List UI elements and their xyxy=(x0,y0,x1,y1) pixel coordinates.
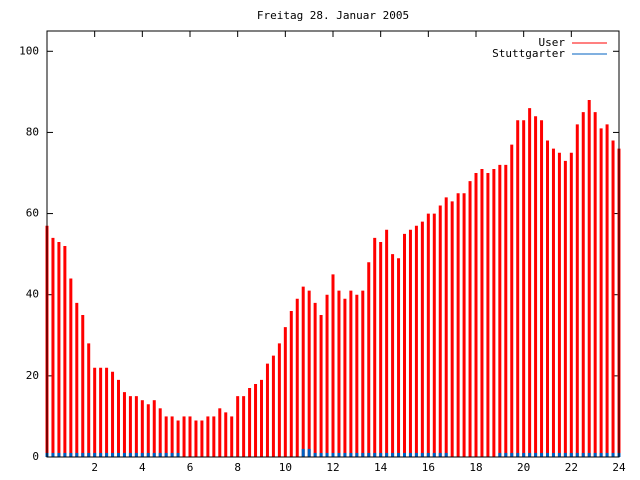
y-tick-label: 80 xyxy=(26,125,39,138)
x-tick-label: 12 xyxy=(326,461,339,474)
y-tick-label: 60 xyxy=(26,207,39,220)
y-tick-label: 0 xyxy=(32,450,39,463)
x-tick-label: 22 xyxy=(565,461,578,474)
y-tick-label: 20 xyxy=(26,369,39,382)
x-tick-label: 2 xyxy=(91,461,98,474)
x-tick-label: 24 xyxy=(612,461,626,474)
x-tick-label: 10 xyxy=(279,461,292,474)
x-tick-label: 4 xyxy=(139,461,146,474)
y-tick-label: 100 xyxy=(19,44,39,57)
x-tick-label: 8 xyxy=(234,461,241,474)
x-tick-label: 14 xyxy=(374,461,388,474)
legend-label: Stuttgarter xyxy=(492,47,565,60)
x-tick-label: 20 xyxy=(517,461,530,474)
x-tick-label: 16 xyxy=(422,461,435,474)
chart-title: Freitag 28. Januar 2005 xyxy=(257,9,409,22)
y-tick-label: 40 xyxy=(26,288,39,301)
x-tick-label: 6 xyxy=(187,461,194,474)
x-tick-label: 18 xyxy=(469,461,482,474)
legend-label: User xyxy=(539,36,566,49)
plot-border xyxy=(46,30,620,458)
